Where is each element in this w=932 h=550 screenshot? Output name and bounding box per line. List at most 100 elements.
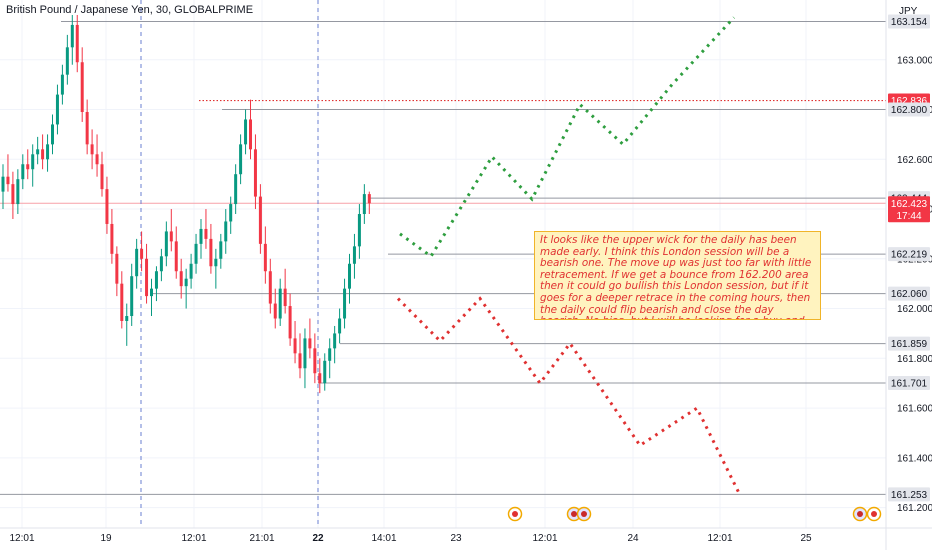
candle-body xyxy=(36,149,40,155)
candle-body xyxy=(65,47,69,75)
candle-body xyxy=(179,271,183,287)
candle-body xyxy=(154,271,158,289)
candle-body xyxy=(323,360,327,384)
price-level-badge xyxy=(888,336,930,351)
candle-body xyxy=(199,228,203,244)
price-level-label: 162.060 xyxy=(891,289,928,300)
candle-body xyxy=(333,333,337,349)
time-tick-label: 22 xyxy=(312,533,324,544)
candle-body xyxy=(145,258,149,297)
candle-body xyxy=(51,124,54,145)
price-tick-label: 161.400 xyxy=(897,453,932,464)
price-level-label: 162.800 xyxy=(891,105,928,116)
time-tick-label: 19 xyxy=(100,533,112,544)
candle-body xyxy=(6,176,10,185)
candle-body xyxy=(115,253,119,284)
candle-body xyxy=(125,316,129,321)
candle-body xyxy=(278,288,282,319)
candle-body xyxy=(130,276,134,317)
candlesticks xyxy=(1,14,371,394)
candle-body xyxy=(224,221,228,242)
candle-body xyxy=(244,119,248,145)
candle-body xyxy=(135,248,139,277)
candle-body xyxy=(308,338,312,349)
time-tick-label: 12:01 xyxy=(181,533,206,544)
candle-body xyxy=(209,238,213,267)
candle-body xyxy=(338,318,342,334)
candle-body xyxy=(21,164,25,180)
candle-body xyxy=(150,288,153,297)
time-tick-label: 21:01 xyxy=(249,533,274,544)
scenario-paths xyxy=(396,16,742,496)
candle-body xyxy=(283,288,287,307)
time-tick-label: 12:01 xyxy=(707,533,732,544)
candle-body xyxy=(253,149,257,197)
candle-body xyxy=(105,189,109,224)
candle-body xyxy=(164,231,168,257)
candle-body xyxy=(249,119,252,150)
time-tick-label: 14:01 xyxy=(371,533,396,544)
candle-body xyxy=(60,74,64,95)
economic-events[interactable] xyxy=(507,506,882,522)
candle-body xyxy=(100,164,104,190)
candle-body xyxy=(41,149,45,160)
time-tick-label: 23 xyxy=(450,533,462,544)
price-labels: 163.154162.836162.800162.444162.42317:44… xyxy=(888,14,930,502)
candle-body xyxy=(16,179,20,205)
price-level-label: 161.859 xyxy=(891,339,928,350)
event-dot-icon xyxy=(871,511,877,517)
price-level-badge xyxy=(888,102,930,117)
flag-center-icon xyxy=(581,511,587,517)
candle-body xyxy=(263,243,267,272)
time-axis[interactable]: 12:01 19 12:01 21:01 22 14:01 23 12:01 24 12:01 25 xyxy=(9,533,812,544)
candle-body xyxy=(234,174,238,205)
candle-body xyxy=(85,112,89,145)
analysis-note[interactable]: It looks like the upper wick for the dai… xyxy=(534,231,821,320)
candle-body xyxy=(214,258,218,267)
candle-body xyxy=(110,223,114,254)
price-level-badge xyxy=(888,487,930,502)
candle-body xyxy=(229,204,233,222)
candle-body xyxy=(140,248,144,259)
candle-body xyxy=(303,338,307,369)
candle-body xyxy=(11,184,15,205)
candle-body xyxy=(357,214,361,247)
price-tick-label: 161.800 xyxy=(897,354,932,365)
candle-body xyxy=(46,144,50,160)
price-level-label: 161.253 xyxy=(891,490,928,501)
current-price-badge xyxy=(888,196,930,223)
price-tick-label: 161.200 xyxy=(897,503,932,514)
candle-body xyxy=(184,278,188,287)
price-axis[interactable]: 163.000162.800162.600162.400162.200162.0… xyxy=(897,55,932,514)
currency-label: JPY xyxy=(899,6,918,17)
candle-body xyxy=(239,144,243,175)
price-level-badge xyxy=(888,286,930,301)
candle-body xyxy=(219,241,223,259)
candle-body xyxy=(348,263,351,289)
candle-body xyxy=(189,263,193,279)
candle-body xyxy=(55,94,59,125)
price-level-label: 162.423 xyxy=(891,199,928,210)
candle-body xyxy=(75,24,79,63)
price-tick-label: 162.000 xyxy=(897,304,932,315)
time-tick-label: 12:01 xyxy=(532,533,557,544)
price-level-badge xyxy=(888,14,930,29)
candle-body xyxy=(362,194,366,215)
candle-body xyxy=(318,373,322,384)
time-tick-label: 12:01 xyxy=(9,533,34,544)
chart-title: British Pound / Japanese Yen, 30, GLOBAL… xyxy=(6,4,254,16)
price-tick-label: 163.000 xyxy=(897,55,932,66)
price-tick-label: 161.600 xyxy=(897,404,932,415)
price-level-label: 161.701 xyxy=(891,378,928,389)
candle-body xyxy=(268,271,272,304)
bearish-scenario-path xyxy=(396,296,742,496)
candle-body xyxy=(90,144,94,155)
candle-body xyxy=(80,62,84,113)
price-level-label: 163.154 xyxy=(891,17,928,28)
candle-body xyxy=(343,288,347,319)
bullish-scenario-path xyxy=(399,16,736,259)
candle-body xyxy=(258,196,262,244)
candle-body xyxy=(204,228,208,239)
candle-body xyxy=(26,164,30,170)
